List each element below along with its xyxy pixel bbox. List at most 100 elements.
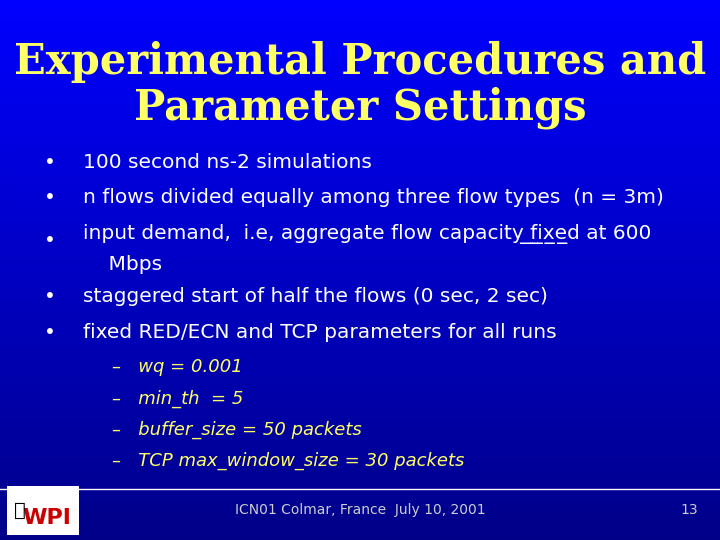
Bar xyxy=(0,308,720,313)
Bar xyxy=(0,184,720,189)
Bar xyxy=(0,211,720,216)
Bar xyxy=(0,248,720,254)
Text: Mbps: Mbps xyxy=(83,255,162,274)
Bar xyxy=(0,49,720,54)
Bar xyxy=(0,16,720,22)
Bar xyxy=(0,529,720,535)
Bar xyxy=(0,508,720,513)
Bar xyxy=(0,59,720,65)
Bar xyxy=(0,135,720,140)
Bar xyxy=(0,437,720,443)
Bar xyxy=(0,486,720,491)
Bar xyxy=(0,356,720,362)
Bar xyxy=(0,178,720,184)
Bar xyxy=(0,351,720,356)
Bar xyxy=(0,286,720,292)
Bar xyxy=(0,373,720,378)
Bar xyxy=(0,367,720,373)
Bar xyxy=(0,362,720,367)
Bar xyxy=(0,97,720,103)
Bar xyxy=(0,27,720,32)
Bar xyxy=(0,54,720,59)
Bar xyxy=(0,146,720,151)
Bar xyxy=(0,400,720,405)
Bar xyxy=(0,416,720,421)
Bar xyxy=(0,481,720,486)
Bar xyxy=(0,189,720,194)
Bar xyxy=(0,140,720,146)
Bar xyxy=(0,5,720,11)
Bar xyxy=(0,281,720,286)
Bar xyxy=(0,518,720,524)
Bar xyxy=(0,297,720,302)
Text: •: • xyxy=(45,287,56,307)
Bar xyxy=(0,119,720,124)
Bar xyxy=(0,340,720,346)
Bar xyxy=(0,200,720,205)
Bar xyxy=(0,324,720,329)
Bar xyxy=(0,76,720,81)
Text: –   buffer_size = 50 packets: – buffer_size = 50 packets xyxy=(112,421,361,439)
Bar xyxy=(0,378,720,383)
Bar xyxy=(0,81,720,86)
Text: Parameter Settings: Parameter Settings xyxy=(134,87,586,129)
Bar xyxy=(0,319,720,324)
Bar xyxy=(0,524,720,529)
Text: fixed RED/ECN and TCP parameters for all runs: fixed RED/ECN and TCP parameters for all… xyxy=(83,322,557,342)
Text: 13: 13 xyxy=(681,503,698,517)
Bar xyxy=(0,11,720,16)
Bar xyxy=(0,173,720,178)
Bar xyxy=(0,38,720,43)
Bar xyxy=(0,459,720,464)
Bar xyxy=(0,454,720,459)
Bar xyxy=(0,227,720,232)
Bar xyxy=(0,313,720,319)
Bar xyxy=(0,302,720,308)
Text: Experimental Procedures and: Experimental Procedures and xyxy=(14,41,706,83)
Bar xyxy=(0,205,720,211)
Bar xyxy=(0,259,720,265)
Text: –   TCP max_window_size = 30 packets: – TCP max_window_size = 30 packets xyxy=(112,452,464,470)
Bar xyxy=(0,113,720,119)
Bar xyxy=(0,270,720,275)
Text: •: • xyxy=(45,231,56,250)
Bar xyxy=(0,194,720,200)
Bar xyxy=(0,124,720,130)
Bar xyxy=(0,432,720,437)
Bar xyxy=(0,405,720,410)
Bar xyxy=(0,448,720,454)
Text: –   wq = 0.001: – wq = 0.001 xyxy=(112,358,243,376)
Bar xyxy=(0,265,720,270)
Bar xyxy=(0,292,720,297)
Text: •: • xyxy=(45,187,56,207)
Bar xyxy=(0,329,720,335)
Bar xyxy=(0,22,720,27)
Bar xyxy=(0,513,720,518)
Bar xyxy=(0,0,720,5)
Bar xyxy=(0,275,720,281)
Text: n flows divided equally among three flow types  (n = 3m): n flows divided equally among three flow… xyxy=(83,187,664,207)
Bar xyxy=(0,108,720,113)
Text: WPI: WPI xyxy=(22,508,71,528)
Bar xyxy=(0,443,720,448)
Bar xyxy=(0,394,720,400)
Bar xyxy=(0,470,720,475)
Bar xyxy=(0,167,720,173)
Bar xyxy=(0,427,720,432)
Bar xyxy=(0,103,720,108)
Bar xyxy=(0,410,720,416)
Bar xyxy=(0,221,720,227)
Text: •: • xyxy=(45,152,56,172)
Text: •: • xyxy=(45,322,56,342)
Bar xyxy=(0,421,720,427)
Bar xyxy=(0,157,720,162)
Bar xyxy=(0,43,720,49)
Text: 100 second ns-2 simulations: 100 second ns-2 simulations xyxy=(83,152,372,172)
Bar xyxy=(0,216,720,221)
Bar xyxy=(0,535,720,540)
Bar xyxy=(0,497,720,502)
Bar xyxy=(0,475,720,481)
Text: ICN01 Colmar, France  July 10, 2001: ICN01 Colmar, France July 10, 2001 xyxy=(235,503,485,517)
Bar xyxy=(0,389,720,394)
Bar xyxy=(0,151,720,157)
